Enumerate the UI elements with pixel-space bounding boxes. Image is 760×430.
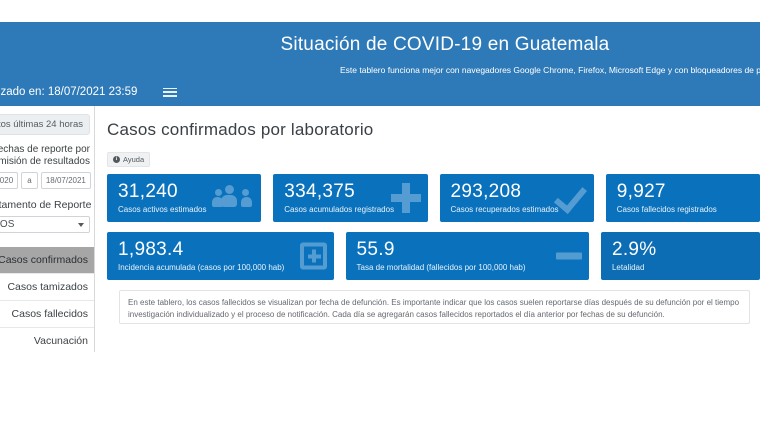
sidebar-item-casos-fallecidos[interactable]: Casos fallecidos — [0, 301, 94, 328]
department-label: Departamento de Reporte — [0, 199, 92, 211]
data-last-24h-pill[interactable]: Datos últimas 24 horas — [0, 114, 90, 135]
note-wrapper: En este tablero, los casos fallecidos se… — [107, 290, 760, 324]
stat-card-letalidad[interactable]: 2.9% Letalidad — [600, 232, 760, 280]
top-spacer — [0, 0, 760, 22]
stat-card-casos-activos[interactable]: 31,240 Casos activos estimados — [107, 174, 262, 222]
bottom-spacer — [0, 352, 760, 430]
stat-card-value: 2.9% — [611, 239, 657, 260]
stat-card-casos-recuperados[interactable]: 293,208 Casos recuperados estimados — [439, 174, 594, 222]
sidebar-item-casos-tamizados[interactable]: Casos tamizados — [0, 274, 94, 301]
stat-card-label: Casos fallecidos registrados — [616, 205, 717, 214]
page-title: Casos confirmados por laboratorio — [107, 120, 374, 139]
stat-card-casos-acumulados[interactable]: 334,375 Casos acumulados registrados — [273, 174, 428, 222]
stat-cards-row-2: 1,983.4 Incidencia acumulada (casos por … — [107, 232, 760, 280]
stat-card-label: Incidencia acumulada (casos por 100,000 … — [118, 263, 285, 272]
stat-cards-row-1: 31,240 Casos activos estimados — [107, 174, 760, 222]
stat-card-value: 293,208 — [450, 181, 522, 202]
date-range-row: 01/01/2020 a 18/07/2021 — [0, 172, 92, 189]
page-header-subtitle: Este tablero funciona mejor con navegado… — [340, 65, 760, 75]
stat-card-label: Casos recuperados estimados — [450, 205, 559, 214]
stat-card-tasa-mortalidad[interactable]: 55.9 Tasa de mortalidad (fallecidos por … — [345, 232, 589, 280]
page-header-title: Situación de COVID-19 en Guatemala — [280, 34, 610, 55]
stat-card-value: 9,927 — [616, 181, 666, 202]
last-updated-text: Actualizado en: 18/07/2021 23:59 — [0, 86, 138, 98]
info-note-line-2: investigación individualizado y el proce… — [128, 310, 665, 319]
help-button[interactable]: i Ayuda — [107, 152, 151, 167]
stat-card-value: 1,983.4 — [118, 239, 184, 260]
sidebar: Datos últimas 24 horas Fechas de reporte… — [0, 106, 95, 352]
date-from-input[interactable]: 01/01/2020 — [0, 172, 19, 189]
hamburger-icon[interactable] — [163, 87, 178, 97]
header-toolbar: Actualizado en: 18/07/2021 23:59 — [0, 78, 760, 106]
sidebar-item-vacunacion[interactable]: Vacunación — [0, 328, 94, 352]
department-select[interactable]: TODOS — [0, 216, 90, 233]
date-filter-label: Fechas de reporte por emisión de resulta… — [0, 144, 90, 167]
page-header: Situación de COVID-19 en Guatemala Este … — [0, 22, 760, 106]
info-note-line-1: En este tablero, los casos fallecidos se… — [128, 298, 740, 307]
stat-card-label: Casos acumulados registrados — [284, 205, 395, 214]
stat-card-value: 31,240 — [118, 181, 178, 202]
info-icon: i — [113, 156, 120, 163]
info-note: En este tablero, los casos fallecidos se… — [119, 290, 750, 324]
sidebar-nav: Casos confirmados Casos tamizados Casos … — [0, 247, 94, 352]
stat-card-label: Letalidad — [611, 263, 645, 272]
main-content: Casos confirmados por laboratorio i Ayud… — [95, 106, 760, 352]
stat-card-label: Casos activos estimados — [118, 205, 207, 214]
stat-card-incidencia-acumulada[interactable]: 1,983.4 Incidencia acumulada (casos por … — [107, 232, 334, 280]
chevron-down-icon — [78, 222, 84, 227]
stat-card-label: Tasa de mortalidad (fallecidos por 100,0… — [356, 263, 526, 272]
department-select-value: TODOS — [0, 219, 15, 230]
stat-card-casos-fallecidos[interactable]: 9,927 Casos fallecidos registrados — [605, 174, 760, 222]
help-button-label: Ayuda — [123, 155, 145, 164]
date-to-input[interactable]: 18/07/2021 — [40, 172, 92, 189]
stat-card-value: 55.9 — [356, 239, 395, 260]
page-body: Datos últimas 24 horas Fechas de reporte… — [0, 106, 760, 352]
date-range-separator: a — [21, 172, 38, 189]
stat-card-value: 334,375 — [284, 181, 356, 202]
sidebar-item-casos-confirmados[interactable]: Casos confirmados — [0, 247, 94, 274]
